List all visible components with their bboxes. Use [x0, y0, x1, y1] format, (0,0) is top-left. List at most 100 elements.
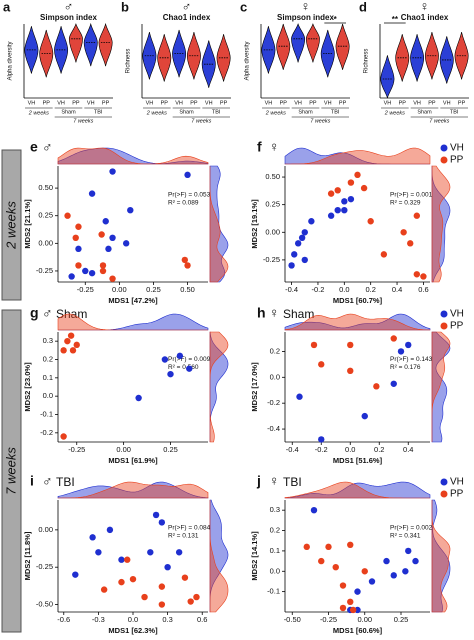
x-tick-label: 0.25	[163, 445, 178, 454]
point	[347, 541, 354, 548]
x-tick-label: 0.00	[112, 285, 127, 294]
x-tick-label: -0.2	[315, 445, 328, 454]
point	[347, 341, 354, 349]
group-label: 2 weeks	[28, 110, 49, 116]
violin	[39, 29, 54, 78]
violin	[24, 26, 39, 74]
x-tick-label: PP	[339, 100, 347, 106]
x-tick-label: 0.00	[357, 615, 372, 624]
x-tick-label: 0.6	[418, 285, 428, 294]
x-tick-label: VH	[205, 100, 213, 106]
point	[361, 412, 368, 420]
y-tick-label: -0.25	[263, 255, 280, 264]
point	[318, 436, 325, 443]
density-top	[57, 147, 209, 165]
x-axis-label: MDS1 [51.6%]	[333, 456, 383, 465]
x-tick-label: VH	[87, 100, 95, 106]
x-tick-label: VH	[384, 100, 392, 106]
legend-marker	[440, 310, 448, 318]
y-tick-label: 0.0	[270, 566, 280, 575]
point	[390, 572, 397, 579]
point	[99, 267, 107, 275]
y-axis-label: MDS2 [19.1%]	[250, 199, 259, 249]
significance: *	[334, 15, 338, 24]
x-tick-label: PP	[458, 100, 466, 106]
x-tick-label: 0.3	[162, 615, 172, 624]
sex-symbol: ♀	[269, 305, 280, 321]
point	[124, 556, 131, 563]
x-tick-label: 0.4	[392, 285, 402, 294]
point	[98, 231, 105, 238]
point	[334, 206, 341, 214]
panel-subtitle: Sham	[283, 307, 314, 321]
point	[327, 212, 335, 219]
sex-symbol: ♂	[42, 139, 53, 155]
x-tick-label: PP	[43, 100, 51, 106]
point	[367, 218, 374, 225]
point	[99, 262, 107, 269]
point	[390, 335, 397, 342]
annotation: Pr(>F) = 0.002	[390, 525, 433, 532]
violin	[68, 23, 83, 63]
panel-title: Chao1 index	[401, 13, 449, 22]
y-tick-label: 0.00	[38, 238, 53, 247]
point	[118, 578, 125, 586]
point	[318, 361, 325, 368]
point	[68, 273, 75, 280]
point	[147, 549, 154, 556]
y-tick-label: 0.2	[43, 354, 53, 363]
x-tick-label: VH	[413, 100, 421, 106]
point	[164, 564, 171, 571]
point	[184, 262, 191, 269]
group-label: 7 weeks	[73, 118, 93, 124]
y-axis-label: MDS2 [14.1%]	[250, 531, 259, 581]
subgroup-label: TBI	[450, 109, 459, 115]
point	[310, 506, 318, 514]
x-tick-label: PP	[161, 100, 169, 106]
annotation: Pr(>F) = 0.084	[168, 525, 211, 532]
point	[73, 341, 80, 349]
y-tick-label: -0.1	[267, 587, 280, 596]
panel-title: Simpson index	[277, 13, 334, 22]
point	[301, 256, 308, 264]
violin	[276, 23, 291, 70]
x-tick-label: -0.6	[57, 615, 70, 624]
panel-subtitle: TBI	[56, 475, 75, 489]
point	[339, 582, 347, 589]
annotation: R² = 0.089	[168, 200, 199, 207]
panel-letter: j	[256, 473, 261, 489]
point	[161, 356, 169, 363]
panel-letter: f	[257, 139, 262, 155]
point	[412, 557, 419, 565]
sex-symbol: ♂	[182, 0, 192, 13]
group-label: 2 weeks	[265, 110, 286, 116]
point	[303, 543, 310, 551]
violin	[305, 23, 320, 63]
point	[67, 332, 75, 339]
density-right	[431, 331, 451, 443]
point	[187, 598, 194, 605]
density-right	[431, 331, 451, 442]
x-tick-label: 0.2	[365, 285, 375, 294]
point	[89, 534, 96, 541]
point	[294, 240, 302, 247]
x-tick-label: -0.25	[320, 615, 337, 624]
violin	[395, 34, 410, 82]
point	[141, 593, 148, 601]
violin	[201, 40, 216, 88]
point	[88, 269, 96, 277]
violin	[439, 36, 454, 84]
y-tick-label: 0.2	[270, 346, 280, 355]
y-tick-label: -0.2	[267, 398, 280, 407]
panel-letter: i	[30, 473, 34, 489]
y-tick-label: 0.0	[43, 391, 53, 400]
y-tick-label: 0.0	[270, 372, 280, 381]
x-tick-label: -0.4	[286, 445, 299, 454]
y-tick-label: 0.50	[265, 172, 280, 181]
point	[308, 218, 315, 225]
subgroup-label: Sham	[179, 109, 194, 115]
point	[373, 383, 380, 390]
point	[75, 245, 82, 253]
sex-symbol: ♀	[301, 0, 311, 13]
